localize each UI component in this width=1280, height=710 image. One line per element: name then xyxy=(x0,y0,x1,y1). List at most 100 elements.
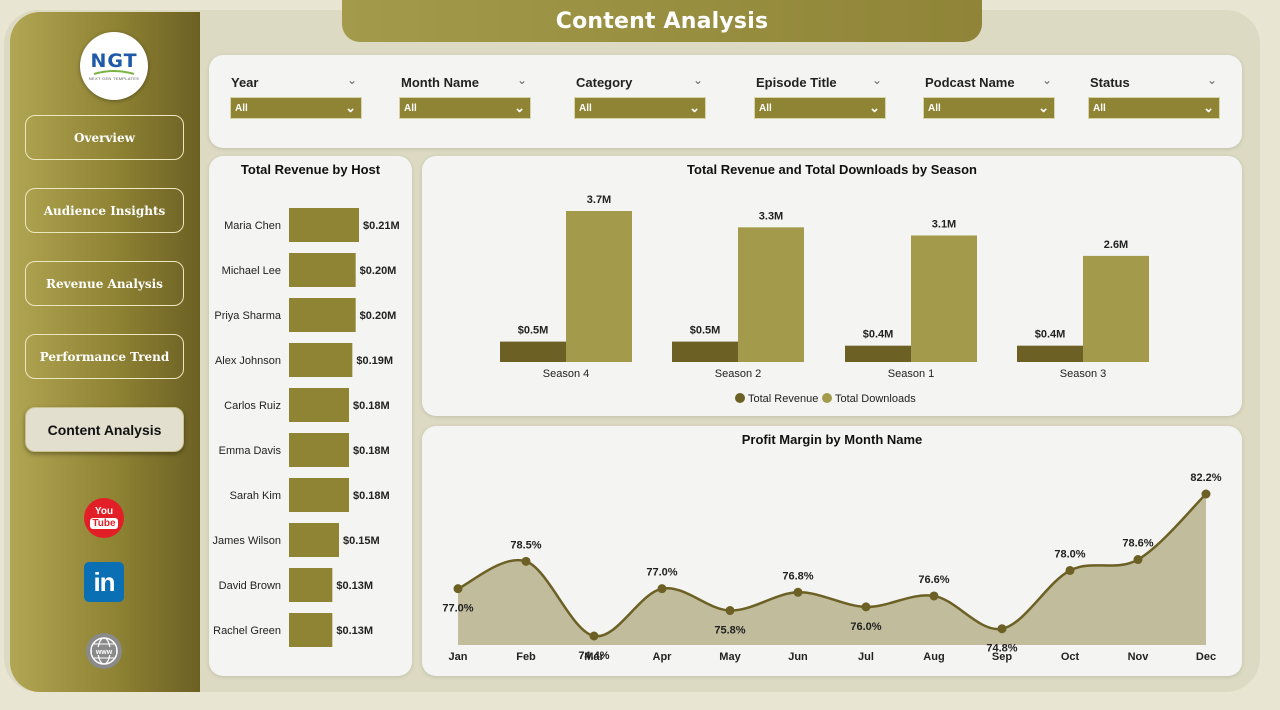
revenue-downloads-season-card: Total Revenue and Total Downloads by Sea… xyxy=(422,156,1242,416)
legend-revenue-marker xyxy=(735,393,745,403)
profit-margin-point xyxy=(861,602,871,612)
filter-year-select[interactable]: All ⌄ xyxy=(230,97,362,119)
revenue-by-host-title: Total Revenue by Host xyxy=(240,162,381,177)
profit-margin-point xyxy=(1201,489,1211,499)
chevron-down-icon: ⌄ xyxy=(1203,100,1214,115)
chevron-down-icon: ⌄ xyxy=(869,100,880,115)
host-category-label: Alex Johnson xyxy=(215,355,281,367)
filter-status-select[interactable]: All ⌄ xyxy=(1088,97,1220,119)
host-revenue-bar xyxy=(289,253,356,287)
filter-month-label: Month Name xyxy=(401,75,479,90)
ngt-logo: NGT NEXT GEN TEMPLATES xyxy=(80,32,148,100)
filter-podcast-select[interactable]: All ⌄ xyxy=(923,97,1055,119)
profit-margin-value-label: 74.8% xyxy=(986,643,1017,655)
filter-episode-select[interactable]: All ⌄ xyxy=(754,97,886,119)
page-title: Content Analysis xyxy=(555,8,769,34)
youtube-icon[interactable]: You Tube xyxy=(84,498,124,538)
host-revenue-bar xyxy=(289,523,339,557)
profit-margin-point xyxy=(997,624,1007,634)
nav-content-analysis-button[interactable]: Content Analysis xyxy=(25,407,184,452)
profit-margin-value-label: 74.4% xyxy=(578,650,609,662)
svg-text:www: www xyxy=(95,649,113,656)
filter-month-select[interactable]: All ⌄ xyxy=(399,97,531,119)
chevron-down-icon[interactable]: ⌄ xyxy=(1042,73,1053,87)
host-revenue-bar xyxy=(289,298,356,332)
logo-subtext: NEXT GEN TEMPLATES xyxy=(88,75,140,81)
host-revenue-bar xyxy=(289,208,359,242)
chevron-down-icon[interactable]: ⌄ xyxy=(1207,73,1218,87)
host-category-label: Priya Sharma xyxy=(214,310,282,322)
page-title-bar: Content Analysis xyxy=(342,0,982,42)
globe-icon[interactable]: www xyxy=(85,632,123,670)
nav-audience-insights-button[interactable]: Audience Insights xyxy=(25,188,184,233)
legend-series-label: Total Downloads xyxy=(835,393,916,405)
host-revenue-value-label: $0.19M xyxy=(356,355,393,367)
season-bar-value-label: 3.3M xyxy=(759,210,783,222)
host-revenue-value-label: $0.18M xyxy=(353,445,390,457)
chevron-down-icon[interactable]: ⌄ xyxy=(347,73,358,87)
season-bar-value-label: $0.5M xyxy=(690,325,721,337)
filter-podcast-label: Podcast Name xyxy=(925,75,1015,90)
profit-margin-point xyxy=(929,591,939,601)
filter-status-value: All xyxy=(1093,102,1106,114)
filter-month-value: All xyxy=(404,102,417,114)
youtube-icon-text-bottom: Tube xyxy=(90,518,118,529)
filter-category-label: Category xyxy=(576,75,633,90)
chevron-down-icon[interactable]: ⌄ xyxy=(517,73,528,87)
month-axis-label: Nov xyxy=(1128,651,1150,663)
filter-year-value: All xyxy=(235,102,248,114)
chevron-down-icon: ⌄ xyxy=(514,100,525,115)
profit-margin-point xyxy=(793,587,803,597)
revenue-downloads-season-title: Total Revenue and Total Downloads by Sea… xyxy=(687,162,977,177)
filter-episode-value: All xyxy=(759,102,772,114)
profit-margin-value-label: 78.6% xyxy=(1122,538,1153,550)
filter-panel: Year ⌄ All ⌄ Month Name ⌄ All ⌄ Category… xyxy=(209,55,1242,148)
profit-margin-value-label: 78.0% xyxy=(1054,548,1085,560)
host-revenue-value-label: $0.20M xyxy=(360,265,397,277)
nav-performance-trend-button[interactable]: Performance Trend xyxy=(25,334,184,379)
host-revenue-value-label: $0.13M xyxy=(336,580,373,592)
profit-margin-value-label: 76.6% xyxy=(918,574,949,586)
filter-episode-label: Episode Title xyxy=(756,75,837,90)
profit-margin-value-label: 77.0% xyxy=(442,603,473,615)
profit-margin-line xyxy=(457,493,1207,638)
season-bar-value-label: 2.6M xyxy=(1104,239,1128,251)
nav-overview-button[interactable]: Overview xyxy=(25,115,184,160)
host-category-label: Maria Chen xyxy=(224,220,281,232)
profit-margin-value-label: 76.8% xyxy=(782,570,813,582)
season-bar-value-label: $0.4M xyxy=(1035,329,1066,341)
season-revenue-bar xyxy=(672,341,738,362)
revenue-by-host-chart: Maria Chen $0.21M Michael Lee $0.20M Priya S… xyxy=(213,208,400,647)
host-category-label: James Wilson xyxy=(213,535,281,547)
host-revenue-bar xyxy=(289,433,349,467)
season-bar-value-label: $0.5M xyxy=(518,325,549,337)
filter-year-label: Year xyxy=(231,75,259,90)
month-axis-label: Sep xyxy=(992,651,1012,663)
host-revenue-value-label: $0.18M xyxy=(353,490,390,502)
profit-margin-point xyxy=(589,631,599,641)
host-revenue-value-label: $0.20M xyxy=(360,310,397,322)
chevron-down-icon[interactable]: ⌄ xyxy=(872,73,883,87)
filter-category-value: All xyxy=(579,102,592,114)
revenue-downloads-season-chart: $0.5M 3.7M Season 4 $0.5M 3.3M Season 2 $0.4M 3… xyxy=(500,194,1149,405)
linkedin-icon[interactable]: in xyxy=(84,562,124,602)
season-downloads-bar xyxy=(1083,255,1149,362)
nav-revenue-analysis-button[interactable]: Revenue Analysis xyxy=(25,261,184,306)
host-revenue-bar xyxy=(289,613,333,647)
filter-category-select[interactable]: All ⌄ xyxy=(574,97,706,119)
chevron-down-icon[interactable]: ⌄ xyxy=(693,73,704,87)
season-revenue-bar xyxy=(845,345,911,362)
profit-margin-month-chart: 77.0% Jan 78.5% Feb 74.4%Mar 77.0% Apr 75.8% May… xyxy=(442,472,1221,663)
profit-margin-value-label: 82.2% xyxy=(1190,472,1221,484)
host-revenue-bar xyxy=(289,388,349,422)
season-bar-value-label: 3.7M xyxy=(587,194,611,206)
season-category-label: Season 1 xyxy=(888,368,934,380)
season-downloads-bar xyxy=(566,211,632,362)
profit-margin-value-label: 78.5% xyxy=(510,539,541,551)
revenue-by-host-card: Total Revenue by Host Maria Chen $0.21M Mi… xyxy=(209,156,412,676)
filter-status-label: Status xyxy=(1090,75,1130,90)
season-downloads-bar xyxy=(911,235,977,362)
logo-text: NGT xyxy=(90,49,138,72)
season-revenue-bar xyxy=(500,341,566,362)
month-axis-label: Oct xyxy=(1061,651,1080,663)
